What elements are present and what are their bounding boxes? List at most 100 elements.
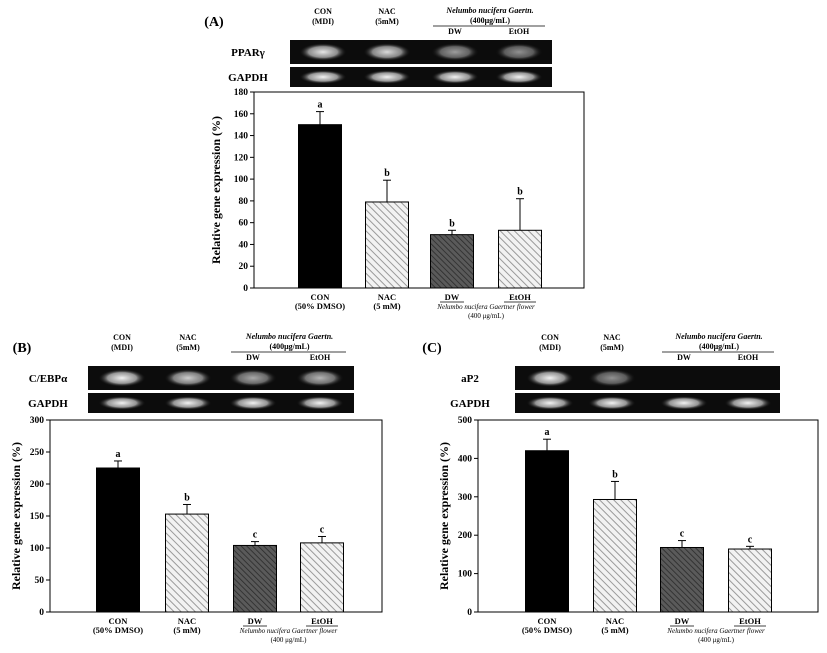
bar-dw [660,546,704,613]
x-label-nac: NAC [378,292,396,302]
y-tick-label: 0 [467,608,472,618]
header-etoh: EtOH [509,27,530,36]
x-label-con-sub: (50% DMSO) [93,625,143,635]
y-tick-label: 0 [39,608,44,618]
blot-band [296,396,344,410]
header-etoh: EtOH [738,353,759,362]
blot-band [229,396,277,410]
y-tick-label: 60 [239,219,249,229]
blot-band [164,369,212,387]
significance-letter: b [517,187,523,198]
bar-con [298,124,342,289]
blot-band [98,396,146,410]
x-label-etoh: EtOH [509,292,531,302]
header-con: CON [541,333,559,342]
header-con-sub: (MDI) [539,343,561,352]
y-tick-label: 80 [239,197,249,207]
x-group-label: Nelumbo nucifera Gaertner flower [239,627,338,635]
significance-letter: b [384,168,390,179]
blot-band [724,396,772,410]
bar-nac [365,201,409,289]
y-tick-label: 180 [234,88,249,98]
bar-etoh [300,542,344,613]
blot-band [164,396,212,410]
blot-label: GAPDH [450,398,490,410]
bar-dw [233,544,277,613]
blot-band [588,396,636,410]
blot-label: C/EBPα [29,373,68,385]
header-nac: NAC [179,333,197,342]
panel-B: (B)CON(MDI)NAC(5mM)Nelumbo nucifera Gaer… [9,332,383,644]
x-label-con: CON [311,292,331,302]
bar-nac [593,498,637,613]
header-con-sub: (MDI) [111,343,133,352]
blot-label: GAPDH [228,72,268,84]
significance-letter: a [116,449,121,460]
x-label-con: CON [538,616,558,626]
bar-etoh [728,548,772,613]
header-nelumbo: Nelumbo nucifera Gaertn. [674,332,762,341]
header-etoh: EtOH [310,353,331,362]
header-nac: NAC [378,7,396,16]
bar-con [96,467,140,613]
significance-letter: a [318,100,323,111]
header-con: CON [314,7,332,16]
significance-letter: b [184,492,190,503]
x-label-dw: DW [445,292,460,302]
header-dw: DW [448,27,462,36]
significance-letter: c [680,529,685,540]
y-axis-label: Relative gene expression (%) [437,442,451,590]
header-nac-sub: (5mM) [375,17,399,26]
x-label-nac-sub: (5 mM) [173,625,200,635]
bar-nac [165,513,209,613]
bar-dw [430,234,474,289]
header-dw: DW [246,353,260,362]
blot-band [495,43,543,61]
y-tick-label: 160 [234,110,249,120]
y-tick-label: 400 [458,454,473,464]
blot-band [299,70,347,84]
plot-frame [477,419,819,613]
x-group-label: Nelumbo nucifera Gaertner flower [666,627,765,635]
blot-band [363,43,411,61]
x-label-con-sub: (50% DMSO) [295,301,345,311]
header-nac-sub: (5mM) [600,343,624,352]
blot-band [660,396,708,410]
significance-letter: c [253,530,258,541]
y-tick-label: 100 [458,570,473,580]
x-group-dose: (400 μg/mL) [698,636,734,644]
y-tick-label: 200 [458,531,473,541]
y-axis-label: Relative gene expression (%) [209,116,223,264]
y-tick-label: 50 [35,576,45,586]
panel-label: (C) [422,341,442,356]
blot-label: PPARγ [231,47,265,59]
header-nelumbo: Nelumbo nucifera Gaertn. [245,332,333,341]
significance-letter: c [748,534,753,545]
plot-frame [253,91,585,289]
x-label-con-sub: (50% DMSO) [522,625,572,635]
y-tick-label: 150 [30,512,45,522]
y-tick-label: 140 [234,132,249,142]
blot-band [495,70,543,84]
blot-strip [88,393,354,413]
x-group-dose: (400 μg/mL) [271,636,307,644]
significance-letter: b [449,218,455,229]
blot-band [363,70,411,84]
panel-label: (B) [13,341,32,356]
panel-C: (C)CON(MDI)NAC(5mM)Nelumbo nucifera Gaer… [422,332,819,644]
header-dw: DW [677,353,691,362]
significance-letter: b [612,469,618,480]
x-label-nac: NAC [178,616,196,626]
blot-label: aP2 [461,373,479,385]
blot-strip [290,67,552,87]
header-con: CON [113,333,131,342]
bar-etoh [498,229,542,289]
x-label-nac-sub: (5 mM) [373,301,400,311]
blot-label: GAPDH [28,398,68,410]
blot-band [588,369,636,387]
x-label-nac: NAC [606,616,624,626]
blot-band [431,70,479,84]
x-label-dw: DW [675,616,690,626]
y-tick-label: 250 [30,448,45,458]
